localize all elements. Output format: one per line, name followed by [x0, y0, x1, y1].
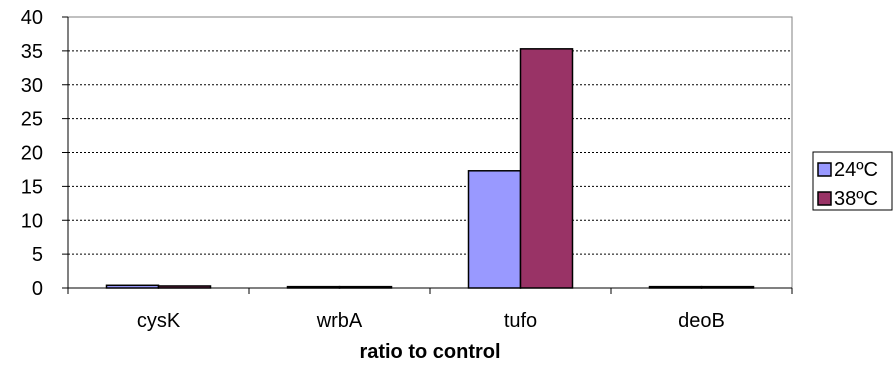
- y-tick-label: 10: [21, 210, 43, 232]
- x-category-label: deoB: [678, 310, 725, 332]
- y-tick-label: 35: [21, 41, 43, 63]
- legend-swatch: [817, 191, 832, 206]
- y-tick-label: 20: [21, 143, 43, 165]
- y-tick-label: 30: [21, 75, 43, 97]
- axes: [62, 16, 793, 294]
- x-category-label: cysK: [137, 310, 181, 332]
- y-tick-label: 15: [21, 176, 43, 198]
- legend-label: 38ºC: [834, 188, 878, 210]
- legend: 24ºC 38ºC: [812, 151, 893, 211]
- x-axis-label: ratio to control: [359, 341, 500, 363]
- gridlines: [68, 50, 792, 255]
- legend-swatch: [817, 162, 832, 177]
- x-category-label: tufo: [504, 310, 537, 332]
- y-tick-label: 25: [21, 109, 43, 131]
- y-tick-labels: 0 5 10 15 20 25 30 35 40: [21, 7, 43, 300]
- bar-tufo-series2: [519, 48, 574, 289]
- y-tick-label: 40: [21, 7, 43, 29]
- y-tick-label: 0: [32, 278, 43, 300]
- x-category-labels: cysK wrbA tufo deoB: [137, 310, 725, 332]
- y-tick-label: 5: [32, 244, 43, 266]
- legend-label: 24ºC: [834, 159, 878, 181]
- x-category-label: wrbA: [316, 310, 363, 332]
- bar-tufo-series1: [467, 170, 522, 289]
- bars: [105, 48, 755, 289]
